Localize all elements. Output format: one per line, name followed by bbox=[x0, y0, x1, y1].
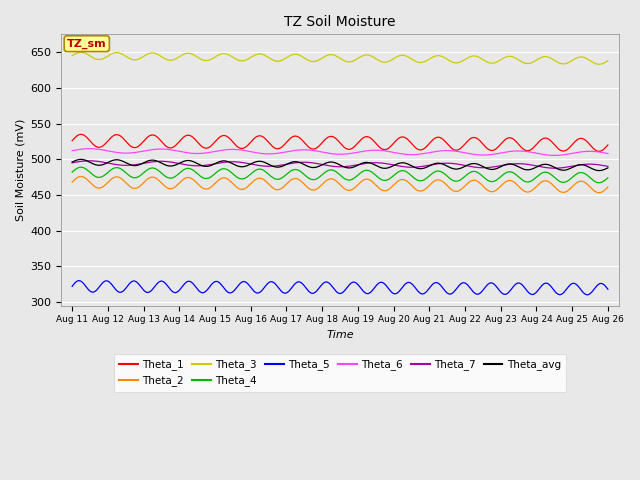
Line: Theta_7: Theta_7 bbox=[72, 161, 608, 168]
Theta_5 bbox=[583, 292, 591, 298]
Theta_avg bbox=[531, 165, 538, 171]
Theta_4 bbox=[77, 164, 84, 170]
Theta_3 bbox=[380, 60, 388, 65]
Theta_2 bbox=[410, 185, 418, 191]
Theta_6 bbox=[102, 147, 109, 153]
Theta_6 bbox=[410, 152, 418, 157]
Theta_1 bbox=[476, 137, 483, 143]
Theta_7 bbox=[551, 165, 559, 171]
Theta_5 bbox=[102, 278, 109, 284]
Theta_4 bbox=[394, 169, 402, 175]
Line: Theta_5: Theta_5 bbox=[72, 281, 608, 295]
Theta_avg bbox=[476, 162, 483, 168]
Theta_7 bbox=[380, 160, 388, 166]
Theta_1 bbox=[394, 136, 402, 142]
Theta_avg bbox=[68, 159, 76, 165]
Theta_avg bbox=[77, 156, 84, 162]
Line: Theta_1: Theta_1 bbox=[72, 134, 608, 151]
Line: Theta_2: Theta_2 bbox=[72, 177, 608, 193]
Theta_2 bbox=[77, 174, 84, 180]
Theta_6 bbox=[531, 150, 538, 156]
Theta_7 bbox=[410, 164, 418, 170]
Theta_4 bbox=[410, 175, 418, 181]
Theta_4 bbox=[531, 176, 538, 182]
Theta_4 bbox=[595, 180, 603, 186]
Theta_4 bbox=[102, 171, 109, 177]
Theta_avg bbox=[595, 168, 603, 173]
Theta_6 bbox=[68, 148, 76, 154]
Theta_4 bbox=[476, 170, 483, 176]
Theta_6 bbox=[551, 153, 559, 158]
Theta_2 bbox=[476, 180, 483, 185]
Theta_6 bbox=[380, 148, 388, 154]
Theta_5 bbox=[604, 286, 612, 292]
Theta_3 bbox=[476, 55, 483, 60]
Theta_3 bbox=[394, 53, 402, 59]
Theta_3 bbox=[531, 59, 538, 64]
Theta_5 bbox=[410, 283, 418, 289]
Theta_2 bbox=[102, 182, 109, 188]
Theta_4 bbox=[604, 175, 612, 180]
Theta_2 bbox=[394, 178, 402, 184]
Theta_3 bbox=[595, 61, 603, 67]
Text: TZ_sm: TZ_sm bbox=[67, 38, 107, 49]
Theta_5 bbox=[380, 280, 388, 286]
Theta_2 bbox=[595, 190, 603, 196]
Theta_7 bbox=[86, 158, 93, 164]
Theta_2 bbox=[604, 184, 612, 190]
Theta_6 bbox=[476, 152, 483, 158]
Theta_5 bbox=[68, 284, 76, 289]
Theta_6 bbox=[604, 151, 612, 156]
Y-axis label: Soil Moisture (mV): Soil Moisture (mV) bbox=[15, 119, 25, 221]
Theta_avg bbox=[410, 164, 418, 170]
Line: Theta_4: Theta_4 bbox=[72, 167, 608, 183]
Theta_2 bbox=[380, 188, 388, 193]
Theta_1 bbox=[77, 132, 84, 137]
Theta_5 bbox=[476, 291, 483, 297]
Theta_4 bbox=[380, 178, 388, 183]
Theta_avg bbox=[394, 161, 402, 167]
Title: TZ Soil Moisture: TZ Soil Moisture bbox=[284, 15, 396, 29]
Theta_7 bbox=[531, 163, 538, 168]
Theta_7 bbox=[102, 160, 109, 166]
Theta_3 bbox=[68, 53, 76, 59]
Theta_3 bbox=[77, 49, 84, 55]
Theta_avg bbox=[380, 166, 388, 171]
Theta_5 bbox=[531, 291, 538, 297]
Theta_3 bbox=[102, 55, 109, 60]
Theta_4 bbox=[68, 169, 76, 175]
Theta_7 bbox=[68, 160, 76, 166]
Theta_5 bbox=[75, 278, 83, 284]
Theta_2 bbox=[531, 186, 538, 192]
X-axis label: Time: Time bbox=[326, 330, 354, 340]
Theta_7 bbox=[604, 164, 612, 169]
Theta_1 bbox=[68, 138, 76, 144]
Theta_1 bbox=[380, 147, 388, 153]
Theta_3 bbox=[410, 58, 418, 63]
Theta_1 bbox=[531, 144, 538, 150]
Legend: Theta_1, Theta_2, Theta_3, Theta_4, Theta_5, Theta_6, Theta_7, Theta_avg: Theta_1, Theta_2, Theta_3, Theta_4, Thet… bbox=[114, 354, 566, 392]
Theta_avg bbox=[604, 165, 612, 171]
Theta_7 bbox=[394, 163, 402, 168]
Theta_7 bbox=[476, 165, 483, 170]
Theta_6 bbox=[86, 146, 93, 152]
Theta_1 bbox=[410, 144, 418, 149]
Theta_1 bbox=[102, 141, 109, 146]
Line: Theta_3: Theta_3 bbox=[72, 52, 608, 64]
Theta_6 bbox=[394, 150, 402, 156]
Theta_3 bbox=[604, 58, 612, 64]
Line: Theta_6: Theta_6 bbox=[72, 149, 608, 156]
Theta_5 bbox=[394, 289, 402, 295]
Theta_2 bbox=[68, 179, 76, 185]
Theta_avg bbox=[102, 161, 109, 167]
Theta_1 bbox=[595, 148, 603, 154]
Line: Theta_avg: Theta_avg bbox=[72, 159, 608, 170]
Theta_1 bbox=[604, 142, 612, 148]
